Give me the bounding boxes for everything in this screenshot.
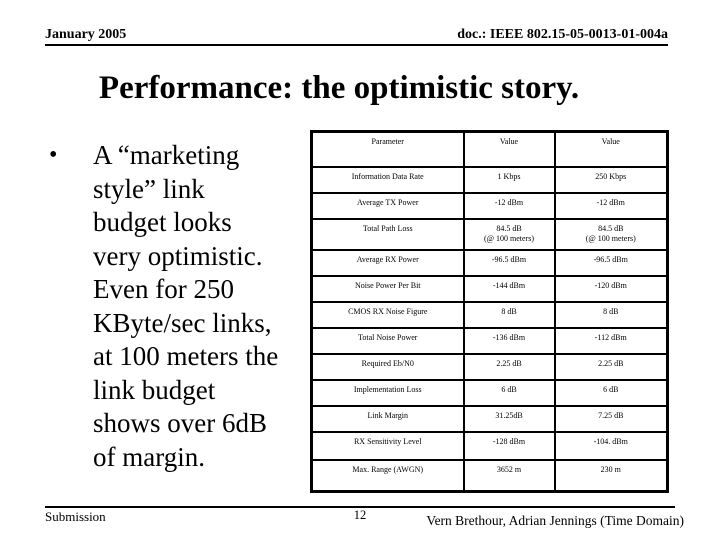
param-cell: Total Noise Power bbox=[310, 326, 465, 355]
value-cell: 250 Kbps bbox=[553, 165, 669, 194]
link-budget-table: Parameter Value Value Information Data R… bbox=[310, 130, 669, 493]
param-cell: CMOS RX Noise Figure bbox=[310, 300, 465, 329]
param-cell: Implementation Loss bbox=[310, 378, 465, 407]
param-cell: Information Data Rate bbox=[310, 165, 465, 194]
value-cell: -104. dBm bbox=[553, 430, 669, 461]
footer-page-number: 12 bbox=[353, 508, 367, 522]
value-cell: 2.25 dB bbox=[462, 352, 556, 381]
table-row: Average RX Power -96.5 dBm -96.5 dBm bbox=[310, 248, 669, 277]
col-header-value-2: Value bbox=[553, 130, 669, 168]
table-row: Noise Power Per Bit -144 dBm -120 dBm bbox=[310, 274, 669, 303]
value-cell: -96.5 dBm bbox=[462, 248, 556, 277]
value-cell: 8 dB bbox=[462, 300, 556, 329]
table-row: Link Margin 31.25dB 7.25 dB bbox=[310, 404, 669, 433]
table-header-row: Parameter Value Value bbox=[310, 130, 669, 168]
value-cell: 6 dB bbox=[462, 378, 556, 407]
table-row: Total Noise Power -136 dBm -112 dBm bbox=[310, 326, 669, 355]
value-cell: 6 dB bbox=[553, 378, 669, 407]
value-cell: 31.25dB bbox=[462, 404, 556, 433]
param-cell: Link Margin bbox=[310, 404, 465, 433]
param-cell: Required Eb/N0 bbox=[310, 352, 465, 381]
param-cell: RX Sensitivity Level bbox=[310, 430, 465, 461]
footer-authors: Vern Brethour, Adrian Jennings (Time Dom… bbox=[426, 513, 684, 528]
value-cell: -136 dBm bbox=[462, 326, 556, 355]
param-cell: Average RX Power bbox=[310, 248, 465, 277]
footer-divider bbox=[45, 506, 675, 508]
value-cell: 3652 m bbox=[462, 458, 556, 493]
header-date: January 2005 bbox=[45, 27, 127, 42]
bullet-text: A “marketing style” link budget looks ve… bbox=[93, 140, 279, 472]
table-row: Required Eb/N0 2.25 dB 2.25 dB bbox=[310, 352, 669, 381]
table-row: Implementation Loss 6 dB 6 dB bbox=[310, 378, 669, 407]
table-row: Average TX Power -12 dBm -12 dBm bbox=[310, 191, 669, 220]
slide-header: January 2005 doc.: IEEE 802.15-05-0013-0… bbox=[45, 27, 668, 46]
value-cell: 7.25 dB bbox=[553, 404, 669, 433]
value-cell: -128 dBm bbox=[462, 430, 556, 461]
value-cell: -96.5 dBm bbox=[553, 248, 669, 277]
value-cell: 84.5 dB (@ 100 meters) bbox=[553, 217, 669, 251]
bullet-marker: • bbox=[49, 142, 58, 168]
table-row: Max. Range (AWGN) 3652 m 230 m bbox=[310, 458, 669, 493]
value-cell: -112 dBm bbox=[553, 326, 669, 355]
header-doc-number: doc.: IEEE 802.15-05-0013-01-004a bbox=[457, 27, 668, 42]
value-cell: 230 m bbox=[553, 458, 669, 493]
col-header-value-1: Value bbox=[462, 130, 556, 168]
param-cell: Average TX Power bbox=[310, 191, 465, 220]
param-cell: Total Path Loss bbox=[310, 217, 465, 251]
bullet-paragraph: • A “marketing style” link budget looks … bbox=[44, 139, 300, 474]
value-cell: 1 Kbps bbox=[462, 165, 556, 194]
table-row: Total Path Loss 84.5 dB (@ 100 meters) 8… bbox=[310, 217, 669, 251]
value-cell: -12 dBm bbox=[462, 191, 556, 220]
value-cell: -12 dBm bbox=[553, 191, 669, 220]
value-cell: 2.25 dB bbox=[553, 352, 669, 381]
table-row: RX Sensitivity Level -128 dBm -104. dBm bbox=[310, 430, 669, 461]
footer-submission: Submission bbox=[45, 509, 106, 524]
table-row: Information Data Rate 1 Kbps 250 Kbps bbox=[310, 165, 669, 194]
param-cell: Max. Range (AWGN) bbox=[310, 458, 465, 493]
page-title: Performance: the optimistic story. bbox=[98, 70, 580, 106]
value-cell: -144 dBm bbox=[462, 274, 556, 303]
param-cell: Noise Power Per Bit bbox=[310, 274, 465, 303]
col-header-parameter: Parameter bbox=[310, 130, 465, 168]
table-row: CMOS RX Noise Figure 8 dB 8 dB bbox=[310, 300, 669, 329]
value-cell: 8 dB bbox=[553, 300, 669, 329]
value-cell: 84.5 dB (@ 100 meters) bbox=[462, 217, 556, 251]
value-cell: -120 dBm bbox=[553, 274, 669, 303]
